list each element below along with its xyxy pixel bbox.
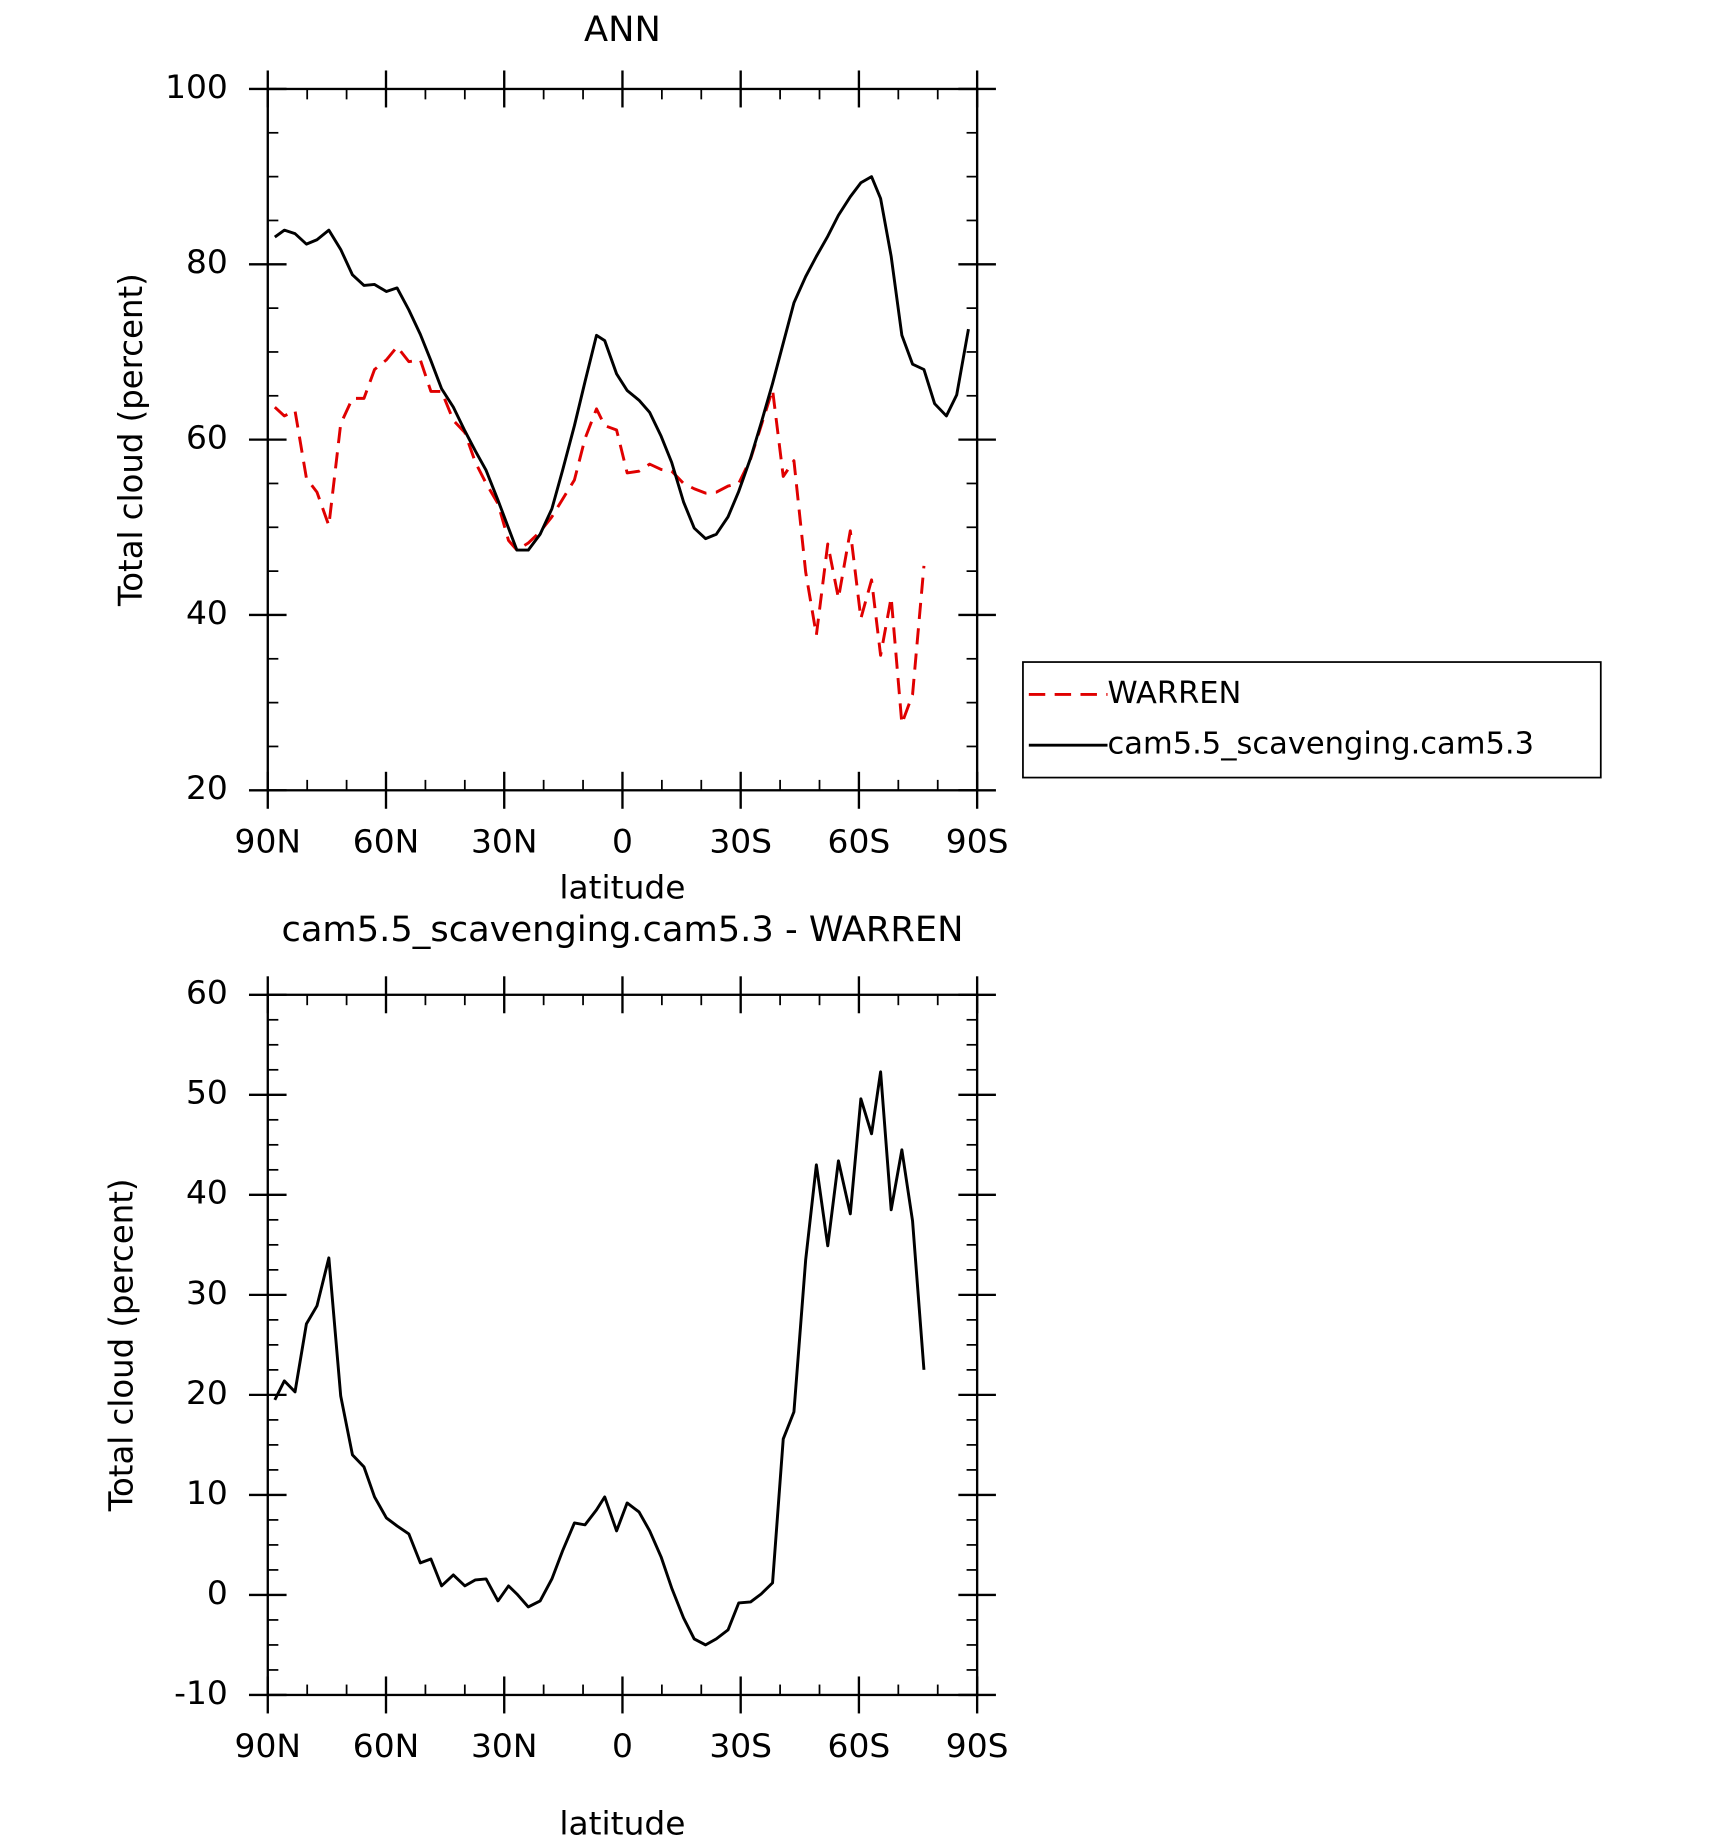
x-tick-label: 30S — [709, 823, 772, 861]
x-tick-label: 30N — [471, 823, 537, 861]
y-tick-label: 60 — [186, 419, 228, 457]
y-axis-label: Total cloud (percent) — [112, 273, 150, 607]
y-axis-label: Total cloud (percent) — [102, 1178, 140, 1512]
plot-frame — [266, 87, 979, 792]
y-tick-label: 10 — [186, 1474, 228, 1512]
y-tick-label: 0 — [207, 1574, 228, 1612]
plot-frame — [266, 993, 979, 1697]
x-tick-label: 30N — [471, 1727, 537, 1765]
y-tick-label: 30 — [186, 1274, 228, 1312]
x-tick-label: 90N — [235, 823, 301, 861]
x-tick-label: 60S — [828, 823, 891, 861]
legend-label: cam5.5_scavenging.cam5.3 — [1108, 727, 1534, 762]
x-tick-label: 60S — [828, 1727, 891, 1765]
line-series — [273, 175, 970, 552]
y-tick-label: 80 — [186, 243, 228, 281]
legend-label: WARREN — [1108, 676, 1242, 711]
x-tick-label: 90S — [946, 1727, 1009, 1765]
y-tick-label: 40 — [186, 594, 228, 632]
y-tick-label: 100 — [165, 68, 228, 106]
x-axis-label: latitude — [559, 1805, 685, 1843]
legend-box — [1022, 661, 1602, 779]
x-tick-label: 0 — [612, 823, 633, 861]
y-tick-label: 20 — [186, 769, 228, 807]
y-tick-label: -10 — [174, 1674, 228, 1712]
x-tick-label: 90S — [946, 823, 1009, 861]
x-axis-label: latitude — [559, 869, 685, 907]
x-tick-label: 60N — [353, 1727, 419, 1765]
y-tick-label: 20 — [186, 1374, 228, 1412]
chart-title: cam5.5_scavenging.cam5.3 - WARREN — [281, 910, 963, 950]
x-tick-label: 30S — [709, 1727, 772, 1765]
x-tick-label: 60N — [353, 823, 419, 861]
chart-title: ANN — [584, 10, 661, 50]
line-series — [273, 1070, 926, 1647]
x-tick-label: 90N — [235, 1727, 301, 1765]
y-tick-label: 50 — [186, 1074, 228, 1112]
y-tick-label: 40 — [186, 1174, 228, 1212]
line-series — [273, 345, 926, 726]
y-tick-label: 60 — [186, 974, 228, 1012]
x-tick-label: 0 — [612, 1727, 633, 1765]
